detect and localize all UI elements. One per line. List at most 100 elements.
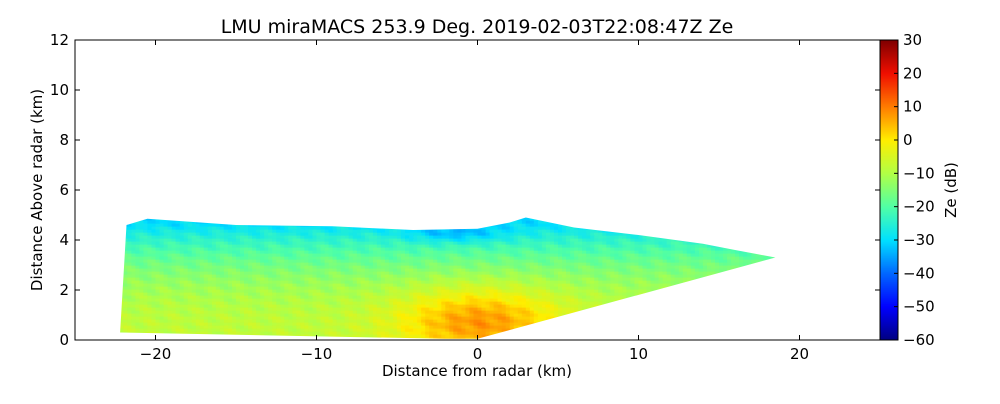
echo-cell: [497, 277, 503, 281]
echo-cell: [731, 334, 736, 338]
echo-cell: [320, 274, 326, 278]
echo-cell: [525, 316, 531, 320]
echo-cell: [690, 319, 696, 323]
echo-cell: [268, 319, 273, 323]
echo-cell: [771, 334, 776, 338]
echo-cell: [300, 334, 305, 338]
echo-cell: [578, 328, 583, 332]
echo-cell: [727, 274, 732, 278]
echo-cell: [739, 259, 744, 263]
echo-cell: [630, 259, 635, 263]
echo-cell: [401, 271, 406, 275]
echo-cell: [252, 331, 257, 335]
echo-cell: [622, 268, 627, 272]
echo-cell: [429, 280, 434, 284]
echo-cell: [779, 283, 784, 287]
echo-cell: [469, 268, 474, 272]
echo-cell: [163, 277, 169, 281]
echo-cell: [409, 322, 414, 326]
echo-cell: [175, 271, 181, 275]
echo-cell: [634, 259, 640, 263]
echo-cell: [276, 307, 281, 311]
echo-cell: [236, 331, 241, 335]
echo-cell: [461, 259, 466, 263]
echo-cell: [654, 304, 660, 308]
echo-cell: [143, 325, 148, 329]
echo-cell: [409, 307, 414, 311]
echo-cell: [582, 265, 587, 269]
echo-cell: [240, 319, 245, 323]
echo-cell: [139, 325, 144, 329]
echo-cell: [670, 292, 676, 296]
echo-cell: [453, 274, 458, 278]
echo-cell: [586, 301, 591, 305]
echo-cell: [461, 268, 466, 272]
echo-cell: [626, 274, 631, 278]
echo-cell: [256, 316, 261, 320]
echo-cell: [666, 283, 672, 287]
echo-cell: [155, 247, 161, 251]
echo-cell: [409, 316, 414, 320]
echo-cell: [368, 307, 374, 311]
echo-cell: [300, 322, 305, 326]
echo-cell: [364, 295, 370, 299]
echo-cell: [348, 295, 354, 299]
echo-cell: [622, 262, 627, 266]
echo-cell: [715, 286, 720, 290]
echo-cell: [320, 253, 326, 257]
echo-cell: [574, 289, 579, 293]
echo-cell: [292, 271, 297, 275]
echo-cell: [433, 337, 438, 339]
echo-cell: [606, 286, 611, 290]
echo-cell: [682, 322, 688, 326]
echo-cell: [505, 319, 511, 323]
echo-cell: [187, 259, 193, 263]
echo-cell: [232, 259, 237, 263]
echo-cell: [715, 319, 720, 323]
echo-cell: [570, 253, 575, 257]
echo-cell: [610, 271, 615, 275]
echo-cell: [570, 289, 575, 293]
echo-cell: [195, 298, 201, 302]
echo-cell: [598, 277, 603, 281]
echo-cell: [477, 304, 483, 308]
echo-cell: [654, 283, 660, 287]
echo-cell: [662, 322, 668, 326]
echo-cell: [767, 322, 772, 326]
echo-cell: [352, 334, 358, 338]
echo-cell: [368, 334, 374, 338]
echo-cell: [211, 286, 217, 290]
echo-cell: [650, 304, 656, 308]
echo-cell: [759, 307, 764, 311]
echo-cell: [767, 289, 772, 293]
echo-cell: [360, 277, 366, 281]
echo-cell: [521, 298, 527, 302]
echo-cell: [465, 253, 470, 257]
echo-cell: [441, 322, 446, 326]
echo-cell: [751, 304, 756, 308]
echo-cell: [131, 295, 136, 299]
echo-cell: [203, 262, 209, 266]
echo-cell: [207, 307, 213, 311]
echo-cell: [155, 277, 161, 281]
echo-cell: [223, 262, 229, 266]
echo-cell: [151, 313, 157, 317]
echo-cell: [497, 268, 503, 272]
echo-cell: [401, 259, 406, 263]
echo-cell: [674, 316, 680, 320]
echo-cell: [388, 283, 394, 287]
echo-cell: [429, 289, 434, 293]
echo-cell: [219, 253, 225, 257]
echo-cell: [719, 277, 724, 281]
echo-cell: [155, 265, 161, 269]
echo-cell: [163, 307, 169, 311]
echo-cell: [473, 298, 479, 302]
echo-cell: [276, 292, 281, 296]
echo-cell: [171, 274, 177, 278]
echo-cell: [276, 280, 281, 284]
echo-cell: [340, 307, 346, 311]
echo-cell: [300, 307, 305, 311]
echo-cell: [328, 295, 334, 299]
echo-cell: [501, 286, 507, 290]
echo-cell: [630, 304, 635, 308]
